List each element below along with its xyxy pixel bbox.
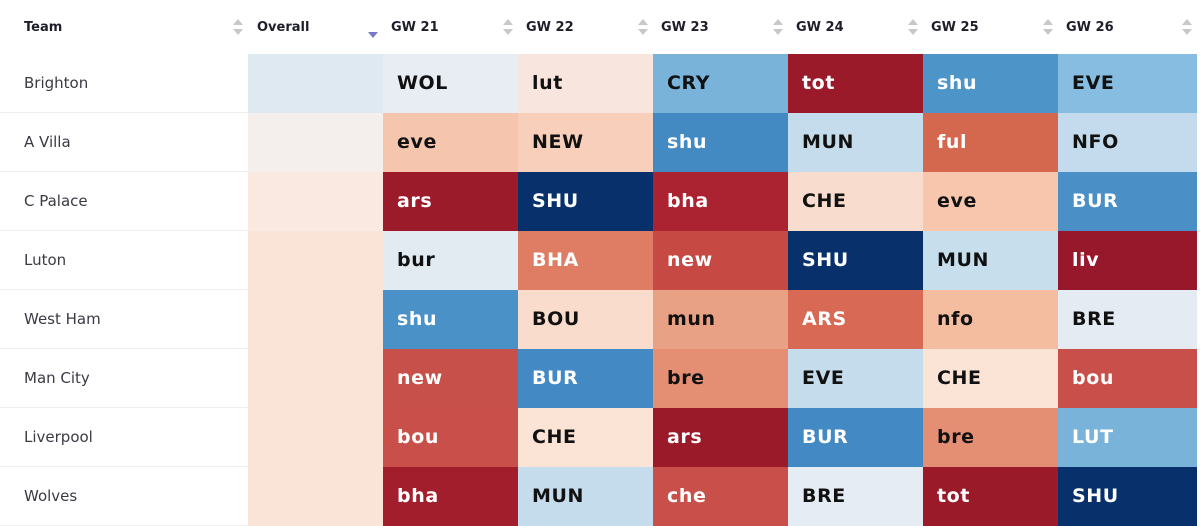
fixture-cell[interactable]: che — [653, 466, 788, 526]
fixture-cell[interactable]: bou — [1058, 348, 1197, 408]
fixture-cell[interactable]: CHE — [518, 407, 653, 467]
fixture-cell[interactable]: ARS — [788, 289, 923, 349]
fixture-cell[interactable]: bur — [383, 230, 518, 290]
overall-difficulty-cell — [248, 171, 383, 231]
fixture-cell[interactable]: EVE — [788, 348, 923, 408]
fixture-cell[interactable]: tot — [923, 466, 1058, 526]
table-row: Wolves bha MUN che BRE tot SHU — [0, 466, 1197, 526]
column-header-label: GW 21 — [391, 19, 439, 35]
team-name: Wolves — [0, 466, 248, 526]
table-row: C Palace ars SHU bha CHE eve BUR — [0, 171, 1197, 231]
fixture-cell[interactable]: bou — [383, 407, 518, 467]
fixture-cell[interactable]: EVE — [1058, 54, 1197, 113]
fixture-cell[interactable]: BRE — [788, 466, 923, 526]
sort-icon[interactable] — [233, 19, 243, 35]
fixture-cell[interactable]: liv — [1058, 230, 1197, 290]
fixture-cell[interactable]: WOL — [383, 54, 518, 113]
fixture-cell[interactable]: MUN — [788, 112, 923, 172]
fixture-cell[interactable]: LUT — [1058, 407, 1197, 467]
fixture-cell[interactable]: CHE — [788, 171, 923, 231]
table-row: A Villa eve NEW shu MUN ful NFO — [0, 112, 1197, 172]
column-header-label: Team — [24, 19, 63, 35]
team-name: C Palace — [0, 171, 248, 231]
sort-icon[interactable] — [503, 19, 513, 35]
fixture-cell[interactable]: mun — [653, 289, 788, 349]
fixture-cell[interactable]: shu — [923, 54, 1058, 113]
overall-difficulty-cell — [248, 466, 383, 526]
fixture-cell[interactable]: MUN — [518, 466, 653, 526]
sort-icon[interactable] — [638, 19, 648, 35]
sort-icon[interactable] — [908, 19, 918, 35]
fixture-cell[interactable]: eve — [923, 171, 1058, 231]
overall-difficulty-cell — [248, 112, 383, 172]
fixture-cell[interactable]: new — [383, 348, 518, 408]
column-header-label: GW 24 — [796, 19, 844, 35]
column-header-gw25[interactable]: GW 25 — [923, 0, 1058, 54]
fixture-cell[interactable]: shu — [653, 112, 788, 172]
table-body: Brighton WOL lut CRY tot shu EVE A Villa eve NEW s… — [0, 54, 1197, 526]
column-header-gw23[interactable]: GW 23 — [653, 0, 788, 54]
table-row: West Ham shu BOU mun ARS nfo BRE — [0, 289, 1197, 349]
team-name: Brighton — [0, 54, 248, 113]
column-header-gw26[interactable]: GW 26 — [1058, 0, 1197, 54]
column-header-overall[interactable]: Overall — [248, 0, 383, 54]
fixture-cell[interactable]: bha — [653, 171, 788, 231]
fixture-cell[interactable]: ars — [653, 407, 788, 467]
fixture-cell[interactable]: tot — [788, 54, 923, 113]
fixture-cell[interactable]: CHE — [923, 348, 1058, 408]
fixture-cell[interactable]: BUR — [518, 348, 653, 408]
sort-icon[interactable] — [773, 19, 783, 35]
fixture-cell[interactable]: MUN — [923, 230, 1058, 290]
fixture-cell[interactable]: BRE — [1058, 289, 1197, 349]
sort-desc-icon[interactable] — [368, 19, 378, 38]
fixture-cell[interactable]: NEW — [518, 112, 653, 172]
overall-difficulty-cell — [248, 407, 383, 467]
column-header-label: GW 22 — [526, 19, 574, 35]
team-name: Liverpool — [0, 407, 248, 467]
column-header-gw24[interactable]: GW 24 — [788, 0, 923, 54]
team-name: Luton — [0, 230, 248, 290]
fixture-cell[interactable]: CRY — [653, 54, 788, 113]
fixture-cell[interactable]: BUR — [1058, 171, 1197, 231]
fixture-cell[interactable]: bre — [653, 348, 788, 408]
fixture-cell[interactable]: lut — [518, 54, 653, 113]
fixture-cell[interactable]: NFO — [1058, 112, 1197, 172]
column-header-label: Overall — [257, 19, 310, 35]
fixture-cell[interactable]: shu — [383, 289, 518, 349]
column-header-gw22[interactable]: GW 22 — [518, 0, 653, 54]
fixture-cell[interactable]: new — [653, 230, 788, 290]
sort-icon[interactable] — [1043, 19, 1053, 35]
table-row: Luton bur BHA new SHU MUN liv — [0, 230, 1197, 290]
fixture-cell[interactable]: bha — [383, 466, 518, 526]
team-name: Man City — [0, 348, 248, 408]
fixture-cell[interactable]: SHU — [1058, 466, 1197, 526]
table-row: Liverpool bou CHE ars BUR bre LUT — [0, 407, 1197, 467]
team-name: A Villa — [0, 112, 248, 172]
fixture-cell[interactable]: bre — [923, 407, 1058, 467]
fixture-cell[interactable]: ars — [383, 171, 518, 231]
column-header-gw21[interactable]: GW 21 — [383, 0, 518, 54]
table-row: Man City new BUR bre EVE CHE bou — [0, 348, 1197, 408]
overall-difficulty-cell — [248, 54, 383, 113]
overall-difficulty-cell — [248, 348, 383, 408]
overall-difficulty-cell — [248, 289, 383, 349]
header-row: Team Overall GW 21 GW 22 GW 23 GW 24 — [0, 0, 1197, 54]
team-name: West Ham — [0, 289, 248, 349]
fixture-cell[interactable]: nfo — [923, 289, 1058, 349]
table-row: Brighton WOL lut CRY tot shu EVE — [0, 54, 1197, 113]
fixture-cell[interactable]: BOU — [518, 289, 653, 349]
column-header-label: GW 23 — [661, 19, 709, 35]
fixture-cell[interactable]: SHU — [788, 230, 923, 290]
fixture-cell[interactable]: SHU — [518, 171, 653, 231]
column-header-label: GW 25 — [931, 19, 979, 35]
column-header-label: GW 26 — [1066, 19, 1114, 35]
fixture-cell[interactable]: eve — [383, 112, 518, 172]
column-header-team[interactable]: Team — [0, 0, 248, 54]
fixture-cell[interactable]: BUR — [788, 407, 923, 467]
sort-icon[interactable] — [1182, 19, 1192, 35]
fixture-cell[interactable]: BHA — [518, 230, 653, 290]
fixture-cell[interactable]: ful — [923, 112, 1058, 172]
overall-difficulty-cell — [248, 230, 383, 290]
